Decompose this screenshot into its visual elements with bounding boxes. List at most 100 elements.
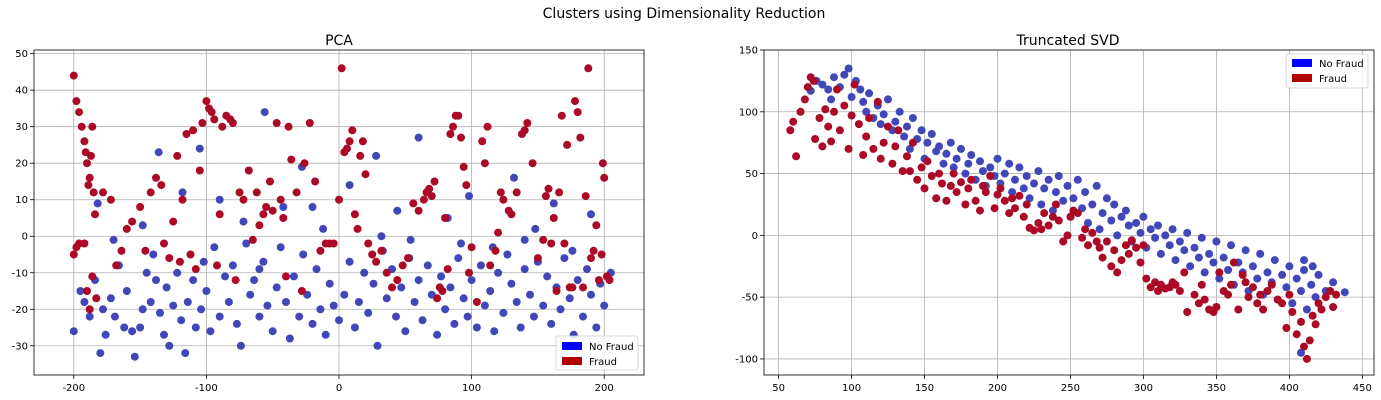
- svd-point-no-fraud: [1190, 243, 1199, 252]
- svd-point-no-fraud: [903, 122, 911, 131]
- svd-point-no-fraud: [862, 107, 871, 116]
- pca-point-fraud: [202, 97, 211, 106]
- pca-point-no-fraud: [232, 319, 241, 328]
- svd-point-no-fraud: [1069, 194, 1078, 203]
- pca-ytick-label: -10: [12, 268, 28, 279]
- pca-point-no-fraud: [510, 173, 518, 182]
- pca-point-fraud: [228, 119, 237, 127]
- pca-point-fraud: [343, 144, 351, 153]
- pca-point-fraud: [483, 122, 492, 131]
- pca-point-fraud: [311, 177, 320, 186]
- svd-point-fraud: [1224, 290, 1233, 299]
- pca-point-fraud: [252, 188, 261, 197]
- svd-point-fraud: [1317, 305, 1326, 314]
- pca-point-fraud: [88, 122, 97, 131]
- pca-point-fraud: [528, 159, 537, 168]
- pca-point-fraud: [353, 224, 362, 233]
- pca-point-fraud: [165, 254, 174, 263]
- svd-point-no-fraud: [952, 154, 961, 163]
- svd-point-fraud: [1154, 287, 1162, 295]
- svd-point-no-fraud: [935, 142, 944, 151]
- pca-point-fraud: [178, 195, 187, 204]
- pca-xtick-label: -100: [195, 383, 218, 394]
- pca-point-fraud: [560, 239, 569, 248]
- pca-point-fraud: [523, 119, 532, 127]
- pca-point-no-fraud: [335, 316, 343, 325]
- pca-point-fraud: [88, 272, 97, 281]
- svd-panel: Truncated SVD 50 100 150 200 250 300 350 400 450…: [735, 33, 1375, 394]
- svd-point-no-fraud: [1088, 200, 1097, 209]
- svd-point-no-fraud: [976, 157, 984, 166]
- pca-point-fraud: [581, 192, 590, 201]
- svd-point-fraud: [1098, 253, 1107, 262]
- svd-point-no-fraud: [1124, 221, 1133, 230]
- pca-point-fraud: [305, 119, 314, 127]
- pca-point-fraud: [191, 265, 200, 274]
- pca-ytick-label: -20: [12, 305, 28, 316]
- pca-point-no-fraud: [308, 203, 317, 211]
- pca-point-fraud: [597, 250, 606, 259]
- pca-point-no-fraud: [397, 283, 406, 292]
- pca-point-no-fraud: [529, 312, 538, 321]
- pca-point-no-fraud: [178, 188, 187, 197]
- svd-point-no-fraud: [1022, 172, 1031, 180]
- pca-point-fraud: [276, 195, 285, 204]
- svd-point-no-fraud: [865, 89, 874, 98]
- svd-ytick-label: 0: [752, 231, 758, 242]
- svd-point-no-fraud: [1151, 233, 1160, 242]
- svd-point-fraud: [903, 152, 911, 161]
- svd-point-no-fraud: [891, 117, 900, 126]
- svd-point-no-fraud: [993, 154, 1002, 163]
- svd-point-no-fraud: [1146, 225, 1155, 234]
- pca-point-no-fraud: [138, 305, 147, 314]
- svd-point-fraud: [1241, 278, 1250, 287]
- pca-point-no-fraud: [255, 312, 264, 321]
- svd-point-no-fraud: [1054, 172, 1063, 180]
- pca-point-fraud: [425, 184, 434, 193]
- svd-point-no-fraud: [1034, 167, 1043, 176]
- pca-point-no-fraud: [472, 323, 481, 332]
- pca-point-fraud: [215, 210, 224, 219]
- svd-point-fraud: [981, 188, 990, 197]
- pca-point-no-fraud: [181, 349, 190, 358]
- pca-point-no-fraud: [372, 151, 381, 160]
- pca-point-fraud: [282, 272, 290, 281]
- svd-legend-label-no-fraud: No Fraud: [1319, 59, 1364, 70]
- pca-point-no-fraud: [587, 290, 595, 299]
- svd-point-no-fraud: [1288, 299, 1297, 308]
- pca-ytick-label: 10: [15, 195, 28, 206]
- figure-suptitle: Clusters using Dimensionality Reduction: [543, 6, 826, 22]
- svd-point-no-fraud: [1005, 159, 1014, 168]
- pca-point-no-fraud: [446, 283, 455, 292]
- svd-point-no-fraud: [1161, 231, 1170, 240]
- svd-point-no-fraud: [978, 167, 987, 176]
- pca-point-fraud: [592, 221, 601, 230]
- svd-xtick-label: 200: [988, 383, 1007, 394]
- pca-panel: PCA -200 -100 0 100 200-30-20-1001020304050 …: [12, 33, 645, 394]
- pca-point-no-fraud: [568, 246, 577, 255]
- svd-xtick-label: 150: [915, 383, 934, 394]
- pca-point-no-fraud: [480, 301, 489, 310]
- svd-point-no-fraud: [1030, 179, 1038, 188]
- svd-point-fraud: [1200, 295, 1209, 304]
- svd-point-fraud: [1282, 324, 1291, 332]
- pca-point-no-fraud: [579, 312, 587, 321]
- svd-ytick-label: -50: [742, 293, 758, 304]
- pca-point-no-fraud: [454, 254, 463, 263]
- pca-point-fraud: [189, 126, 198, 135]
- pca-point-fraud: [579, 283, 587, 292]
- svd-point-no-fraud: [1037, 200, 1046, 209]
- pca-point-fraud: [594, 276, 603, 285]
- svd-point-fraud: [1037, 225, 1046, 234]
- svd-point-fraud: [862, 132, 871, 141]
- svd-point-no-fraud: [1241, 246, 1250, 255]
- svd-point-no-fraud: [1329, 278, 1338, 287]
- pca-point-no-fraud: [191, 323, 200, 332]
- pca-point-fraud: [287, 155, 296, 164]
- svd-point-no-fraud: [923, 138, 932, 147]
- pca-point-no-fraud: [122, 287, 131, 295]
- pca-point-no-fraud: [364, 308, 373, 317]
- pca-point-fraud: [507, 210, 516, 219]
- pca-point-no-fraud: [295, 312, 304, 321]
- svd-point-fraud: [1297, 317, 1305, 326]
